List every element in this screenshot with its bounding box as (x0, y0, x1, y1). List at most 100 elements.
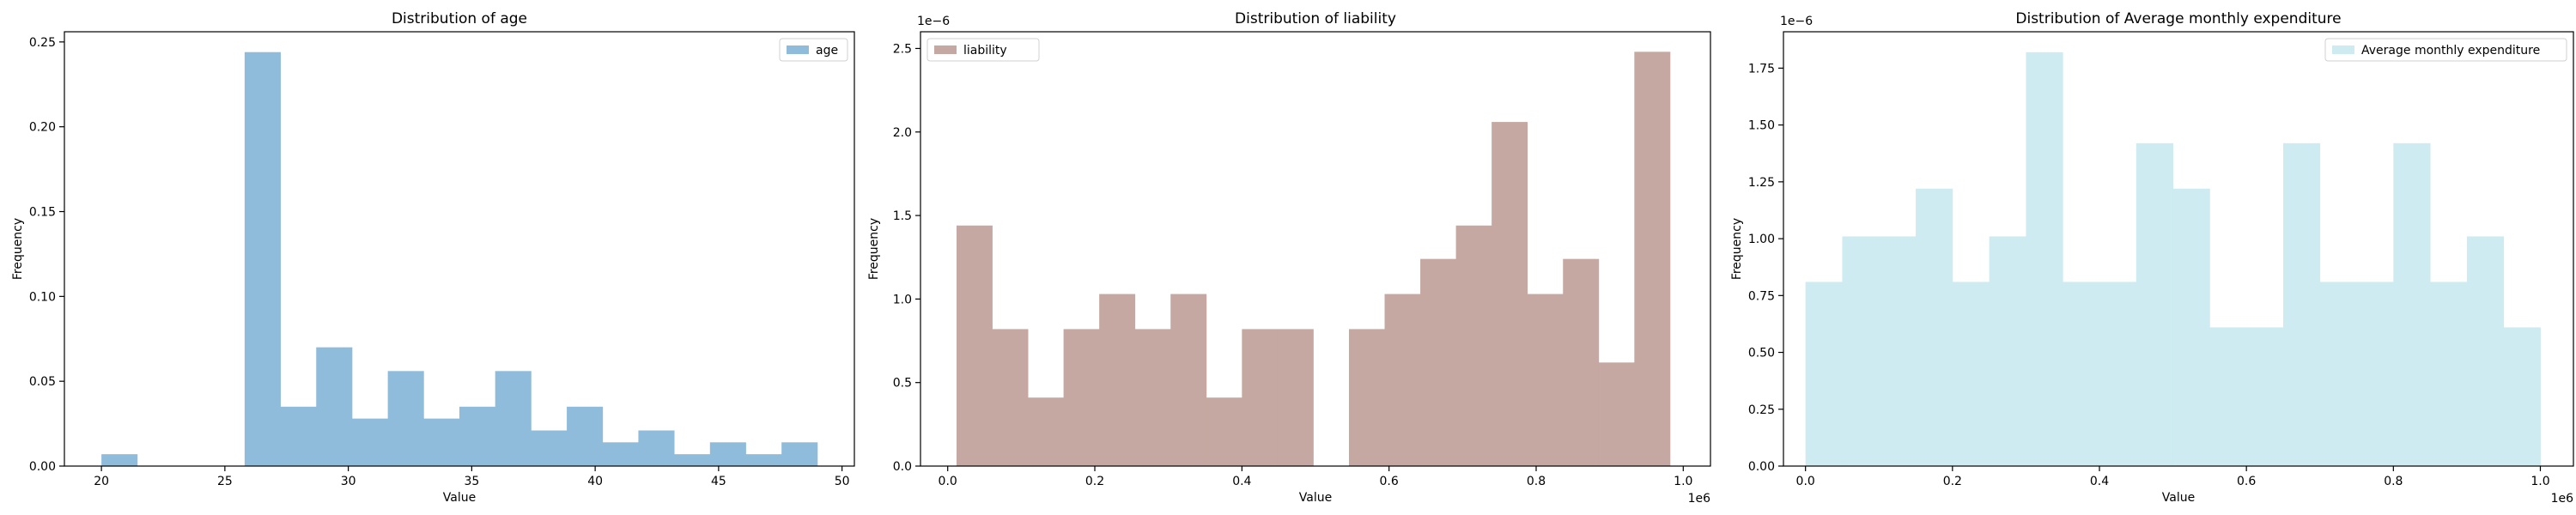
histogram-bar (709, 442, 746, 466)
chart-title: Distribution of age (392, 10, 527, 27)
histogram-bar (244, 52, 281, 466)
chart-title: Distribution of Average monthly expendit… (2015, 10, 2341, 27)
legend-label: age (816, 44, 838, 58)
histogram-bar (1099, 294, 1136, 466)
y-tick-label: 0.10 (29, 290, 56, 304)
histogram-bar (2503, 327, 2541, 466)
histogram-bar (1170, 294, 1207, 466)
histogram-bar (1420, 258, 1457, 466)
histogram-bar (387, 371, 424, 466)
histogram-bar (459, 406, 496, 466)
y-tick-label: 1.0 (893, 293, 912, 306)
histogram-bar (1063, 329, 1100, 466)
x-tick-label: 35 (464, 475, 479, 488)
histogram-bar (280, 406, 317, 466)
x-tick-label: 0.8 (2384, 475, 2403, 488)
histogram-bar (531, 430, 568, 466)
y-tick-label: 0.25 (29, 36, 56, 50)
histogram-bar (638, 430, 675, 466)
histogram-bar (1028, 397, 1065, 466)
histogram-bar (781, 442, 818, 466)
histogram-bar (602, 442, 639, 466)
histogram-bar (351, 418, 389, 466)
histogram-bar (2172, 188, 2210, 467)
y-tick-label: 0.5 (893, 377, 912, 391)
y-tick-label: 0.00 (1748, 460, 1775, 474)
y-tick-label: 0.0 (893, 460, 912, 474)
x-tick-label: 0.8 (1527, 475, 1546, 488)
x-axis-label: Value (2162, 491, 2195, 505)
x-tick-label: 0.2 (1943, 475, 1962, 488)
histogram-bar (1134, 329, 1171, 466)
legend-swatch (787, 45, 809, 54)
histogram-bar (1527, 294, 1564, 466)
x-tick-label: 0.6 (1380, 475, 1399, 488)
x-axis-label: Value (1299, 491, 1332, 505)
chart-panel-2: 0.0 0.2 0.4 0.6 0.8 1.0 0.0 0.5 1.0 1.5 2.0 2.5 1e−6… (867, 10, 1711, 506)
x-tick-label: 1.0 (1674, 475, 1692, 488)
legend: Average monthly expenditure (2324, 38, 2567, 62)
histogram-bar (2026, 52, 2063, 467)
histogram-bar (1879, 236, 1917, 466)
histogram-bar (1598, 362, 1635, 466)
histogram-bar (2246, 327, 2284, 466)
legend-swatch (934, 45, 957, 54)
y-tick-label: 0.25 (1748, 403, 1775, 417)
y-tick-label: 0.20 (29, 121, 56, 135)
y-tick-label: 0.15 (29, 206, 56, 220)
chart-panel-1: 20 25 30 35 40 45 50 0.00 0.05 0.10 0.15 0.20 0.25 Di… (11, 10, 855, 505)
histogram-bar (1842, 236, 1880, 466)
histogram-bar (1805, 282, 1843, 466)
histogram-bar (495, 371, 532, 466)
histogram-bar (1989, 236, 2026, 466)
histogram-bar (567, 406, 604, 466)
chart-panel-3: 0.0 0.2 0.4 0.6 0.8 1.0 0.00 0.25 0.50 0.75 1.00 1.… (1730, 10, 2574, 506)
histogram-bar (1206, 397, 1242, 466)
histogram-bar (745, 454, 782, 466)
y-tick-label: 0.75 (1748, 289, 1775, 303)
y-tick-label: 1.5 (893, 209, 912, 223)
legend-frame (779, 38, 848, 62)
x-tick-label: 25 (217, 475, 233, 488)
y-tick-label: 2.5 (893, 42, 912, 56)
plot-frame (1783, 31, 2574, 467)
histogram-bar (2282, 142, 2321, 466)
legend-label: liability (963, 44, 1007, 58)
x-axis-label: Value (443, 491, 476, 505)
x-tick-label: 50 (835, 475, 850, 488)
legend: liability (927, 38, 1040, 62)
histogram-bar (2466, 236, 2505, 466)
histogram-bar (1634, 52, 1671, 466)
y-tick-label: 1.00 (1748, 233, 1775, 246)
x-tick-label: 0.4 (1232, 475, 1251, 488)
y-offset-label: 1e−6 (917, 15, 950, 28)
y-tick-label: 0.00 (29, 460, 56, 474)
histogram-bar (1563, 258, 1600, 466)
x-tick-label: 1.0 (2530, 475, 2549, 488)
histogram-bar (2430, 282, 2468, 466)
histogram-bar (2099, 282, 2137, 466)
histogram-bar (2136, 142, 2173, 466)
histogram-bar (2209, 327, 2247, 466)
x-tick-label: 20 (94, 475, 109, 488)
y-axis-label: Frequency (867, 218, 881, 280)
x-tick-label: 0.0 (1796, 475, 1815, 488)
histogram-bar (1348, 329, 1385, 466)
y-tick-label: 0.50 (1748, 347, 1775, 360)
x-tick-label: 0.6 (2237, 475, 2256, 488)
x-tick-label: 40 (587, 475, 603, 488)
histogram-bar (1492, 122, 1528, 466)
histogram-bar (1952, 282, 1990, 466)
histogram-bar (992, 329, 1029, 466)
x-tick-label: 30 (341, 475, 356, 488)
legend: age (779, 38, 848, 62)
histogram-bar (1916, 188, 1953, 467)
x-tick-label: 0.4 (2090, 475, 2109, 488)
histogram-bar (1242, 329, 1279, 466)
histogram-bar (423, 418, 460, 466)
plot-frame (64, 31, 855, 467)
chart-title: Distribution of liability (1235, 10, 1396, 27)
y-offset-label: 1e−6 (1780, 15, 1813, 28)
y-axis-label: Frequency (1730, 218, 1744, 280)
